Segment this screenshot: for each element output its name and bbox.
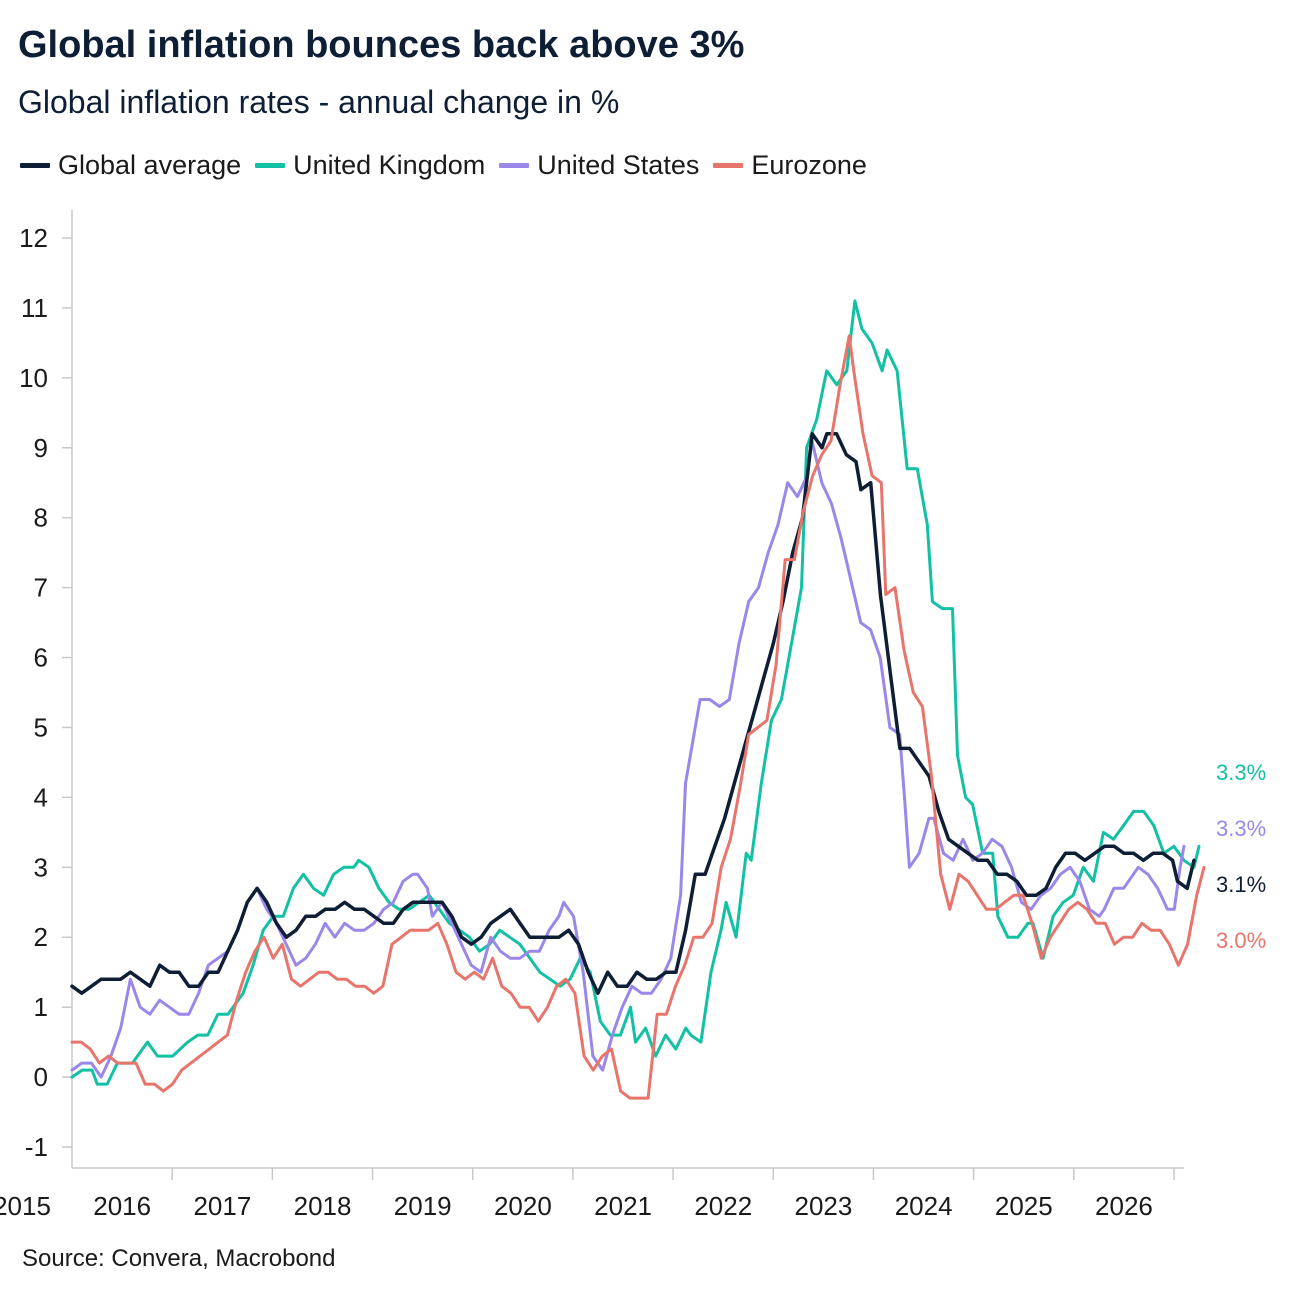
y-tick-label: 2 bbox=[34, 922, 48, 952]
x-tick-label: 2023 bbox=[795, 1191, 853, 1221]
y-tick-label: 1 bbox=[34, 992, 48, 1022]
legend-swatch-global-average bbox=[20, 163, 50, 168]
x-tick-label: 2020 bbox=[494, 1191, 552, 1221]
x-tick-label: 2024 bbox=[895, 1191, 953, 1221]
legend-label-united-states: United States bbox=[537, 150, 700, 180]
x-tick-label: 2018 bbox=[294, 1191, 352, 1221]
y-tick-label: 0 bbox=[34, 1062, 48, 1092]
legend-swatch-eurozone bbox=[713, 163, 744, 168]
end-label-united-states: 3.3% bbox=[1216, 816, 1266, 841]
legend-swatch-united-states bbox=[499, 163, 530, 168]
y-tick-label: 4 bbox=[34, 782, 48, 812]
y-tick-label: 11 bbox=[21, 293, 48, 323]
y-tick-label: 10 bbox=[19, 363, 48, 393]
legend-swatch-united-kingdom bbox=[255, 163, 286, 168]
legend-label-global-average: Global average bbox=[58, 150, 242, 180]
y-tick-label: 5 bbox=[34, 712, 48, 742]
legend-label-united-kingdom: United Kingdom bbox=[293, 150, 486, 180]
y-tick-label: 12 bbox=[19, 223, 48, 253]
series-line-united-states bbox=[70, 439, 1186, 1079]
end-label-global-average: 3.1% bbox=[1216, 872, 1266, 897]
x-tick-label: 2017 bbox=[193, 1191, 251, 1221]
y-tick-label: 7 bbox=[34, 573, 48, 603]
y-tick-label: -1 bbox=[25, 1132, 48, 1162]
x-tick-label: 2015 bbox=[0, 1191, 51, 1221]
series-line-united-kingdom bbox=[70, 299, 1201, 1086]
x-tick-label: 2019 bbox=[394, 1191, 452, 1221]
series-line-eurozone bbox=[70, 334, 1206, 1100]
x-tick-label: 2021 bbox=[594, 1191, 652, 1221]
y-tick-label: 6 bbox=[34, 643, 48, 673]
y-tick-label: 8 bbox=[34, 503, 48, 533]
legend-item-united-kingdom: United Kingdom bbox=[255, 150, 485, 181]
legend: Global average United Kingdom United Sta… bbox=[20, 150, 881, 181]
series-line-global-average bbox=[70, 432, 1196, 995]
chart-subtitle: Global inflation rates - annual change i… bbox=[18, 84, 620, 120]
x-tick-label: 2022 bbox=[694, 1191, 752, 1221]
x-tick-label: 2025 bbox=[995, 1191, 1053, 1221]
end-label-united-kingdom: 3.3% bbox=[1216, 760, 1266, 785]
y-tick-label: 9 bbox=[34, 433, 48, 463]
legend-item-eurozone: Eurozone bbox=[713, 150, 867, 181]
legend-item-global-average: Global average bbox=[20, 150, 241, 181]
legend-label-eurozone: Eurozone bbox=[751, 150, 867, 180]
chart-title: Global inflation bounces back above 3% bbox=[18, 24, 745, 66]
legend-item-united-states: United States bbox=[499, 150, 699, 181]
y-tick-label: 3 bbox=[34, 852, 48, 882]
x-tick-label: 2016 bbox=[93, 1191, 151, 1221]
x-tick-label: 2026 bbox=[1095, 1191, 1153, 1221]
source-note: Source: Convera, Macrobond bbox=[22, 1245, 336, 1272]
end-label-eurozone: 3.0% bbox=[1216, 928, 1266, 953]
